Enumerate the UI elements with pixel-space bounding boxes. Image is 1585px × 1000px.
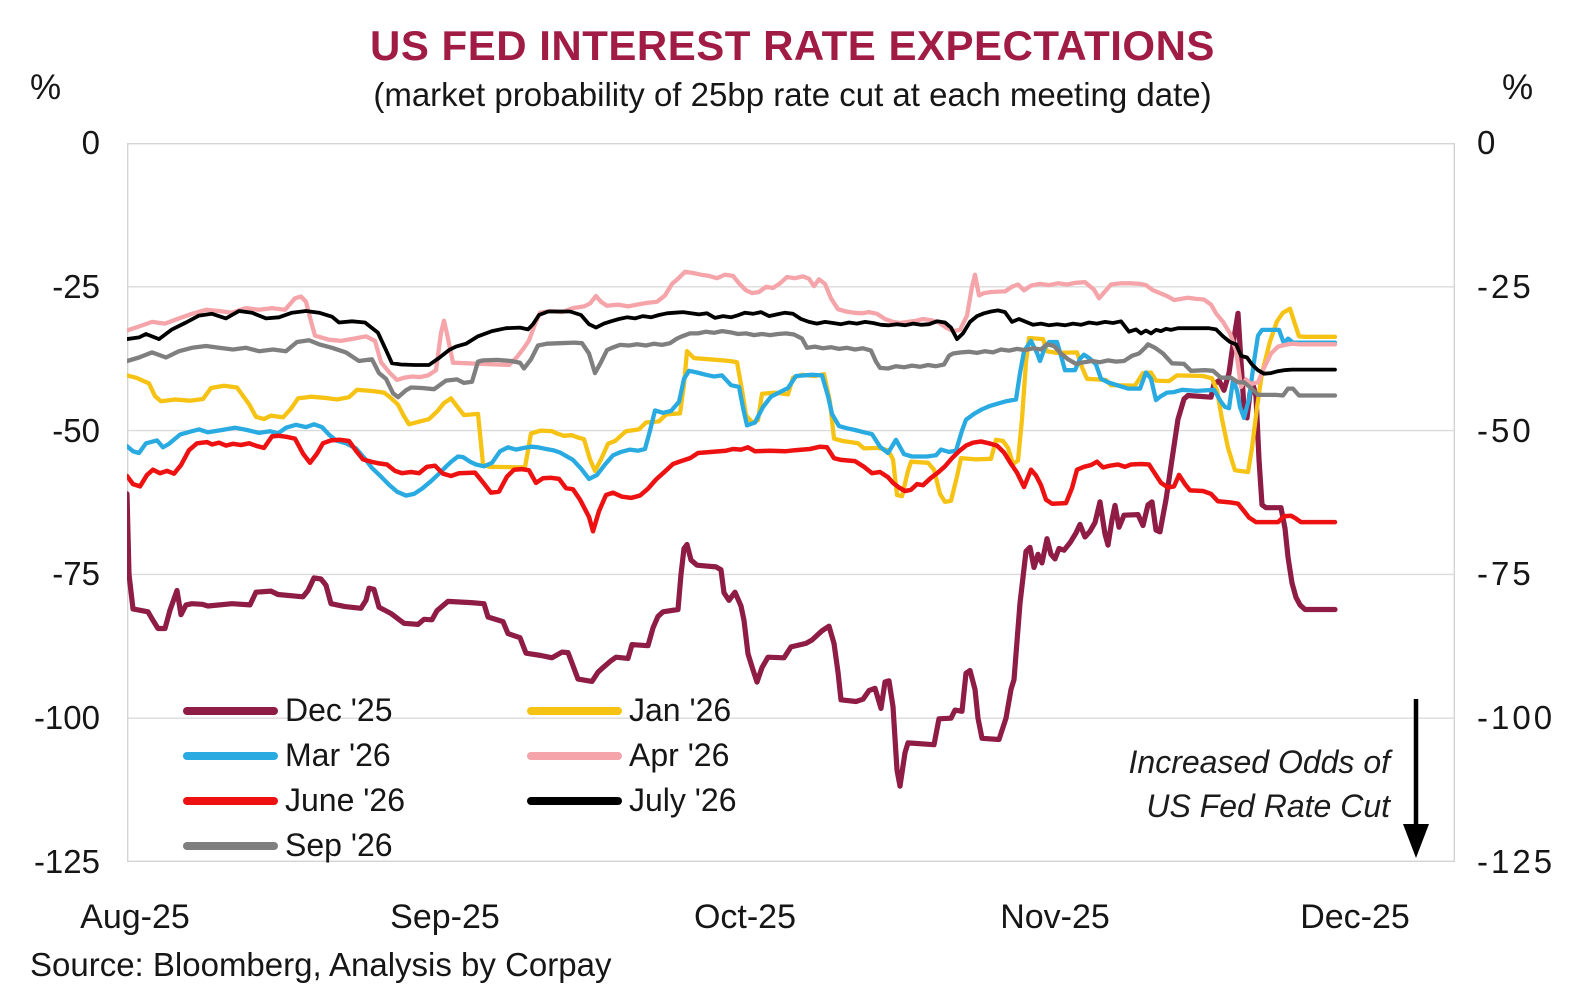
legend-column-1: Dec '25 Mar '26 June '26 Sep '26 [183,688,405,868]
legend-column-2: Jan '26 Apr '26 July '26 [527,688,737,823]
legend-swatch-icon [183,841,278,850]
legend-label: Mar '26 [285,737,391,773]
series-line-july-26 [127,308,1337,376]
y-tick-left--125: -125 [33,843,100,880]
series-line-sep-26 [127,328,1338,400]
series-line-dec-25 [127,310,1338,789]
annotation-text: Increased Odds of US Fed Rate Cut [1000,740,1390,828]
legend-item-june-26: June '26 [183,778,405,823]
chart-plot-area [127,143,1455,862]
chart-title: US FED INTEREST RATE EXPECTATIONS [370,22,1215,69]
y-tick-right--50: -50 [1477,412,1534,449]
y-tick-left--50: -50 [52,412,100,449]
x-tick-Dec-25: Dec-25 [1300,898,1410,936]
x-tick-Sep-25: Sep-25 [390,898,500,936]
y-tick-right--125: -125 [1477,843,1556,880]
y-tick-left--75: -75 [52,555,100,592]
x-tick-Aug-25: Aug-25 [80,898,190,936]
annotation-line-1: Increased Odds of [1128,744,1390,780]
legend-swatch-icon [183,751,278,760]
series-line-june-26 [127,433,1338,534]
y-axis-unit-left: % [30,68,62,107]
series-line-apr-26 [127,269,1338,390]
annotation-line-2: US Fed Rate Cut [1146,788,1390,824]
legend-item-dec-25: Dec '25 [183,688,405,733]
legend-item-jan-26: Jan '26 [527,688,737,733]
x-tick-Nov-25: Nov-25 [1000,898,1110,936]
y-tick-left--25: -25 [52,268,100,305]
y-tick-right--100: -100 [1477,699,1556,736]
legend-label: Dec '25 [285,692,393,728]
legend-item-mar-26: Mar '26 [183,733,405,778]
legend-label: Jan '26 [629,692,732,728]
legend-swatch-icon [527,751,622,760]
y-tick-right--25: -25 [1477,268,1534,305]
chart-subtitle: (market probability of 25bp rate cut at … [373,76,1212,113]
legend-swatch-icon [527,796,622,805]
y-tick-right--75: -75 [1477,555,1534,592]
y-tick-left--100: -100 [33,699,100,736]
legend-item-apr-26: Apr '26 [527,733,737,778]
legend-label: Sep '26 [285,827,393,863]
legend-label: June '26 [285,782,405,818]
legend-item-sep-26: Sep '26 [183,823,405,868]
y-tick-left-0: 0 [81,124,100,161]
y-tick-right-0: 0 [1477,124,1499,161]
down-arrow-icon [1403,699,1429,858]
legend-item-july-26: July '26 [527,778,737,823]
legend-label: July '26 [629,782,737,818]
legend-swatch-icon [183,706,278,715]
source-note: Source: Bloomberg, Analysis by Corpay [30,946,612,983]
legend-label: Apr '26 [629,737,730,773]
y-axis-unit-right: % [1502,68,1534,107]
legend-swatch-icon [183,796,278,805]
legend-swatch-icon [527,706,622,715]
x-tick-Oct-25: Oct-25 [693,898,797,936]
